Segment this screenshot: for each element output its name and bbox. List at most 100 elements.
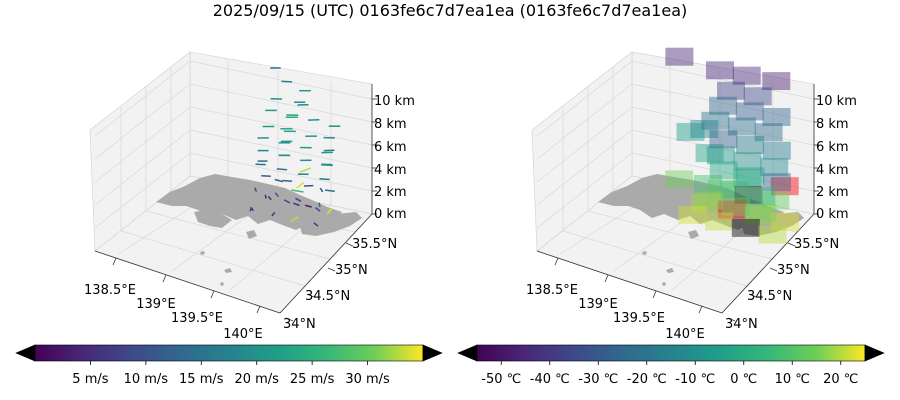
x-tick-label: 140°E [665, 327, 705, 342]
y-tick-label: 34.5°N [305, 289, 350, 304]
terrain [156, 174, 362, 286]
wind-vector [254, 187, 258, 192]
temperature-voxel [758, 225, 787, 244]
x-tick-label: 139.5°E [613, 311, 665, 326]
temperature-voxel [717, 81, 745, 100]
axis-lines [536, 84, 815, 314]
wind-vector [264, 194, 267, 199]
island-4 [220, 282, 224, 286]
colorbar-extend-high [864, 344, 885, 362]
temperature-voxel [665, 47, 694, 66]
wind-vector [274, 192, 280, 198]
wind-vector [283, 199, 291, 204]
temperature-voxels [665, 47, 800, 244]
wind-vector [299, 167, 311, 173]
wind-vector [313, 222, 319, 227]
temperature-voxel [695, 144, 724, 163]
colorbar-tick-label: -50 ℃ [481, 372, 521, 387]
temperature-voxel [736, 167, 765, 186]
wind-vector [296, 181, 305, 189]
wind-vectors [249, 67, 341, 227]
colorbar-tick-label: -10 ℃ [675, 372, 715, 387]
temperature-voxel [736, 136, 765, 154]
x-tick-label: 139°E [136, 297, 176, 312]
colorbar-tick-label: 15 m/s [179, 372, 224, 387]
temperature-3d-plot: 138.5°E 139°E 139.5°E 140°E 34°N 34.5°N … [526, 47, 857, 342]
z-tick-label: 0 km [374, 207, 407, 222]
wind-vector [318, 202, 321, 208]
colorbar-tick-label: -20 ℃ [627, 372, 667, 387]
colorbar-tick-label: 25 m/s [290, 372, 335, 387]
temperature-voxel [754, 123, 783, 142]
x-tick-label: 138.5°E [526, 283, 578, 298]
wind-vector [295, 197, 302, 202]
land-mass [156, 174, 342, 230]
z-tick-label: 2 km [816, 185, 849, 200]
grid-lines [94, 60, 373, 291]
wind-3d-plot: 138.5°E 139°E 139.5°E 140°E 34°N 34.5°N … [84, 51, 415, 342]
colorbar-tick-label: -40 ℃ [530, 372, 570, 387]
colorbar-body [34, 344, 424, 362]
temperature-voxel [678, 205, 707, 224]
temperature-voxel [733, 169, 762, 188]
temperature-voxel [691, 194, 720, 213]
wind-vector [319, 178, 330, 181]
y-tick-label: 34°N [725, 317, 758, 332]
z-tick-label: 4 km [816, 163, 849, 178]
z-tick-label: 10 km [816, 94, 857, 109]
y-tick-label: 34°N [283, 317, 316, 332]
island-1 [246, 230, 257, 239]
temperature-voxel [762, 72, 791, 91]
wind-speed-colorbar: 5 m/s 10 m/s 15 m/s 20 m/s 25 m/s 30 m/s [15, 344, 443, 387]
temperature-voxel [734, 185, 763, 204]
wind-vector [249, 207, 253, 212]
temperature-voxel [720, 181, 749, 200]
temperature-voxel [727, 117, 756, 136]
land-mass [598, 174, 784, 230]
z-tick-label: 6 km [374, 140, 407, 155]
island-2 [224, 268, 232, 273]
axis-lines [94, 84, 373, 314]
temperature-voxel [771, 212, 800, 231]
temperature-voxel [743, 87, 772, 106]
temperature-voxel [731, 218, 760, 237]
z-tick-label: 6 km [816, 140, 849, 155]
colorbar-tick-label: 20 m/s [234, 372, 279, 387]
colorbar-extend-high [422, 344, 443, 362]
wind-vector [274, 178, 284, 183]
temperature-voxel [735, 102, 764, 121]
island-3 [200, 251, 205, 255]
temperature-voxel [744, 206, 773, 225]
x-tick-label: 138.5°E [84, 283, 136, 298]
y-tick-labels: 34°N 34.5°N 35°N 35.5°N [283, 237, 397, 332]
x-tick-labels: 138.5°E 139°E 139.5°E 140°E [84, 283, 263, 342]
figure-title: 2025/09/15 (UTC) 0163fe6c7d7ea1ea (0163f… [213, 1, 688, 20]
temperature-voxel [706, 146, 735, 165]
wind-vector [276, 168, 288, 171]
bay-shore [300, 212, 362, 236]
grid-lines [536, 60, 815, 291]
temperature-voxel [770, 177, 799, 196]
temperature-voxel [676, 122, 705, 141]
z-tick-labels: 0 km 2 km 4 km 6 km 8 km 10 km [374, 94, 415, 222]
wind-vector [267, 195, 272, 201]
z-tick-label: 0 km [816, 207, 849, 222]
wind-vector [290, 216, 300, 223]
temperature-voxel [733, 152, 762, 171]
z-tick-label: 4 km [374, 163, 407, 178]
wind-vector [326, 207, 333, 215]
wind-vector [293, 202, 300, 207]
y-tick-label: 35.5°N [794, 237, 839, 252]
temperature-voxel [709, 161, 738, 180]
tick-marks [112, 98, 377, 322]
y-tick-label: 35.5°N [352, 237, 397, 252]
temperature-voxel [747, 187, 776, 206]
z-tick-label: 8 km [816, 117, 849, 132]
z-tick-label: 8 km [374, 117, 407, 132]
y-tick-labels: 34°N 34.5°N 35°N 35.5°N [725, 237, 839, 332]
colorbar-tick-label: 0 ℃ [730, 372, 757, 387]
colorbar-ticks: 5 m/s 10 m/s 15 m/s 20 m/s 25 m/s 30 m/s [72, 361, 390, 387]
y-tick-label: 35°N [335, 263, 368, 278]
temperature-voxel [748, 204, 777, 222]
bay-shore [742, 212, 804, 236]
